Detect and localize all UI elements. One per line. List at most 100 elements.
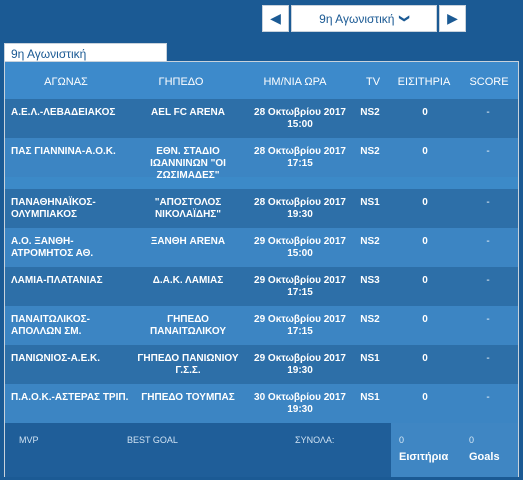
score-cell: - bbox=[486, 392, 490, 403]
round-select[interactable]: 9η Αγωνιστική ❯ bbox=[291, 5, 437, 32]
totals-summary: 0 Εισιτήρια 0 Goals bbox=[391, 423, 518, 477]
date-text: 29 Οκτωβρίου 2017 bbox=[254, 275, 346, 286]
tickets-cell: 0 bbox=[422, 197, 428, 208]
tv-cell: NS2 bbox=[360, 314, 380, 325]
chevron-down-icon: ❯ bbox=[399, 14, 411, 23]
datetime-cell: 29 Οκτωβρίου 2017 19:30 bbox=[245, 353, 355, 377]
venue-cell: AEL FC ARENA bbox=[151, 107, 225, 118]
table-row: Π.Α.Ο.Κ.-ΑΣΤΕΡΑΣ ΤΡΙΠ. ΓΗΠΕΔΟ ΤΟΥΜΠΑΣ 30… bbox=[5, 384, 518, 423]
time-text: 19:30 bbox=[287, 404, 313, 415]
match-cell: ΠΑΝΙΩΝΙΟΣ-Α.Ε.Κ. bbox=[11, 353, 101, 364]
tickets-cell: 0 bbox=[422, 392, 428, 403]
score-cell: - bbox=[486, 236, 490, 247]
tab-round[interactable]: 9η Αγωνιστική bbox=[4, 43, 167, 62]
header-score: SCORE bbox=[469, 76, 509, 88]
round-select-label: 9η Αγωνιστική bbox=[319, 11, 395, 26]
fixtures-panel: ΑΓΩΝΑΣ ΓΗΠΕΔΟ ΗΜ/ΝΙΑ ΩΡΑ TV ΕΙΣΙΤΗΡΙΑ SC… bbox=[4, 61, 519, 477]
chevron-right-icon: ▶ bbox=[447, 10, 458, 26]
tv-cell: NS2 bbox=[360, 146, 380, 157]
date-text: 28 Οκτωβρίου 2017 bbox=[254, 197, 346, 208]
previous-round-button[interactable]: ◀ bbox=[262, 5, 289, 32]
table-header: ΑΓΩΝΑΣ ΓΗΠΕΔΟ ΗΜ/ΝΙΑ ΩΡΑ TV ΕΙΣΙΤΗΡΙΑ SC… bbox=[5, 62, 518, 99]
totals-label: ΣΥΝΟΛΑ: bbox=[295, 435, 335, 445]
venue-cell: ΓΗΠΕΔΟ ΠΑΝΙΩΝΙΟΥ Γ.Σ.Σ. bbox=[137, 353, 239, 376]
venue-cell: ΓΗΠΕΔΟ ΤΟΥΜΠΑΣ bbox=[141, 392, 235, 403]
score-cell: - bbox=[486, 314, 490, 325]
time-text: 19:30 bbox=[287, 209, 313, 220]
table-row: Α.Ε.Λ.-ΛΕΒΑΔΕΙΑΚΟΣ AEL FC ARENA 28 Οκτωβ… bbox=[5, 99, 518, 138]
score-cell: - bbox=[486, 275, 490, 286]
datetime-cell: 28 Οκτωβρίου 2017 19:30 bbox=[245, 197, 355, 221]
tickets-cell: 0 bbox=[422, 236, 428, 247]
header-match: ΑΓΩΝΑΣ bbox=[44, 76, 88, 88]
date-text: 28 Οκτωβρίου 2017 bbox=[254, 146, 346, 157]
match-cell: ΠΑΝΑΙΤΩΛΙΚΟΣ-ΑΠΟΛΛΩΝ ΣΜ. bbox=[11, 314, 90, 337]
tv-cell: NS2 bbox=[360, 236, 380, 247]
venue-cell: ΞΑΝΘΗ ARENA bbox=[150, 236, 226, 247]
date-text: 29 Οκτωβρίου 2017 bbox=[254, 236, 346, 247]
time-text: 15:00 bbox=[287, 119, 313, 130]
next-round-button[interactable]: ▶ bbox=[439, 5, 466, 32]
table-row: ΠΑΝΑΘΗΝΑΪΚΟΣ-ΟΛΥΜΠΙΑΚΟΣ "ΑΠΟΣΤΟΛΟΣ ΝΙΚΟΛ… bbox=[5, 189, 518, 228]
tickets-total-value: 0 bbox=[399, 435, 405, 445]
header-datetime: ΗΜ/ΝΙΑ ΩΡΑ bbox=[263, 76, 327, 88]
venue-cell: ΕΘΝ. ΣΤΑΔΙΟ ΙΩΑΝΝΙΝΩΝ "ΟΙ ΖΩΣΙΜΑΔΕΣ" bbox=[150, 146, 226, 181]
tickets-cell: 0 bbox=[422, 353, 428, 364]
match-cell: Α.Ο. ΞΑΝΘΗ-ΑΤΡΟΜΗΤΟΣ ΑΘ. bbox=[11, 236, 94, 259]
best-goal-label: BEST GOAL bbox=[127, 435, 178, 445]
score-cell: - bbox=[486, 107, 490, 118]
mvp-label: MVP bbox=[19, 435, 39, 445]
score-cell: - bbox=[486, 353, 490, 364]
round-navigation: ◀ 9η Αγωνιστική ❯ ▶ bbox=[262, 5, 466, 32]
time-text: 15:00 bbox=[287, 248, 313, 259]
match-cell: ΠΑΝΑΘΗΝΑΪΚΟΣ-ΟΛΥΜΠΙΑΚΟΣ bbox=[11, 197, 96, 220]
time-text: 17:15 bbox=[287, 287, 313, 298]
date-text: 29 Οκτωβρίου 2017 bbox=[254, 353, 346, 364]
table-row: ΠΑΝΑΙΤΩΛΙΚΟΣ-ΑΠΟΛΛΩΝ ΣΜ. ΓΗΠΕΔΟ ΠΑΝΑΙΤΩΛ… bbox=[5, 306, 518, 345]
venue-cell: ΓΗΠΕΔΟ ΠΑΝΑΙΤΩΛΙΚΟΥ bbox=[150, 314, 226, 337]
match-cell: Α.Ε.Λ.-ΛΕΒΑΔΕΙΑΚΟΣ bbox=[11, 107, 116, 118]
tickets-total-label: Εισιτήρια bbox=[399, 451, 449, 463]
tv-cell: NS1 bbox=[360, 197, 380, 208]
tickets-cell: 0 bbox=[422, 107, 428, 118]
header-tickets: ΕΙΣΙΤΗΡΙΑ bbox=[397, 76, 451, 88]
datetime-cell: 28 Οκτωβρίου 2017 17:15 bbox=[245, 146, 355, 170]
date-text: 28 Οκτωβρίου 2017 bbox=[254, 107, 346, 118]
datetime-cell: 30 Οκτωβρίου 2017 19:30 bbox=[245, 392, 355, 416]
tv-cell: NS3 bbox=[360, 275, 380, 286]
score-cell: - bbox=[486, 146, 490, 157]
header-venue: ΓΗΠΕΔΟ bbox=[158, 76, 204, 88]
goals-total-label: Goals bbox=[469, 451, 500, 463]
header-tv: TV bbox=[365, 76, 381, 88]
table-row: ΛΑΜΙΑ-ΠΛΑΤΑΝΙΑΣ Δ.Α.Κ. ΛΑΜΙΑΣ 29 Οκτωβρί… bbox=[5, 267, 518, 306]
tv-cell: NS1 bbox=[360, 392, 380, 403]
venue-cell: Δ.Α.Κ. ΛΑΜΙΑΣ bbox=[152, 275, 224, 286]
tickets-cell: 0 bbox=[422, 146, 428, 157]
venue-cell: "ΑΠΟΣΤΟΛΟΣ ΝΙΚΟΛΑΪΔΗΣ" bbox=[154, 197, 222, 220]
datetime-cell: 29 Οκτωβρίου 2017 17:15 bbox=[245, 275, 355, 299]
datetime-cell: 29 Οκτωβρίου 2017 17:15 bbox=[245, 314, 355, 338]
match-cell: ΠΑΣ ΓΙΑΝΝΙΝΑ-Α.Ο.Κ. bbox=[11, 146, 116, 157]
datetime-cell: 29 Οκτωβρίου 2017 15:00 bbox=[245, 236, 355, 260]
table-row: ΠΑΝΙΩΝΙΟΣ-Α.Ε.Κ. ΓΗΠΕΔΟ ΠΑΝΙΩΝΙΟΥ Γ.Σ.Σ.… bbox=[5, 345, 518, 384]
goals-total: 0 Goals bbox=[469, 435, 500, 463]
tv-cell: NS2 bbox=[360, 107, 380, 118]
chevron-left-icon: ◀ bbox=[270, 10, 281, 26]
goals-total-value: 0 bbox=[469, 435, 475, 445]
datetime-cell: 28 Οκτωβρίου 2017 15:00 bbox=[245, 107, 355, 131]
tickets-cell: 0 bbox=[422, 275, 428, 286]
match-cell: ΛΑΜΙΑ-ΠΛΑΤΑΝΙΑΣ bbox=[11, 275, 103, 286]
score-cell: - bbox=[486, 197, 490, 208]
time-text: 17:15 bbox=[287, 158, 313, 169]
tv-cell: NS1 bbox=[360, 353, 380, 364]
match-cell: Π.Α.Ο.Κ.-ΑΣΤΕΡΑΣ ΤΡΙΠ. bbox=[11, 392, 129, 403]
time-text: 19:30 bbox=[287, 365, 313, 376]
tickets-cell: 0 bbox=[422, 314, 428, 325]
table-footer: MVP BEST GOAL ΣΥΝΟΛΑ: 0 Εισιτήρια 0 Goal… bbox=[5, 423, 518, 477]
time-text: 17:15 bbox=[287, 326, 313, 337]
date-text: 29 Οκτωβρίου 2017 bbox=[254, 314, 346, 325]
date-text: 30 Οκτωβρίου 2017 bbox=[254, 392, 346, 403]
tickets-total: 0 Εισιτήρια bbox=[399, 435, 448, 463]
table-row: ΠΑΣ ΓΙΑΝΝΙΝΑ-Α.Ο.Κ. ΕΘΝ. ΣΤΑΔΙΟ ΙΩΑΝΝΙΝΩ… bbox=[5, 138, 518, 181]
table-row: Α.Ο. ΞΑΝΘΗ-ΑΤΡΟΜΗΤΟΣ ΑΘ. ΞΑΝΘΗ ARENA 29 … bbox=[5, 228, 518, 267]
